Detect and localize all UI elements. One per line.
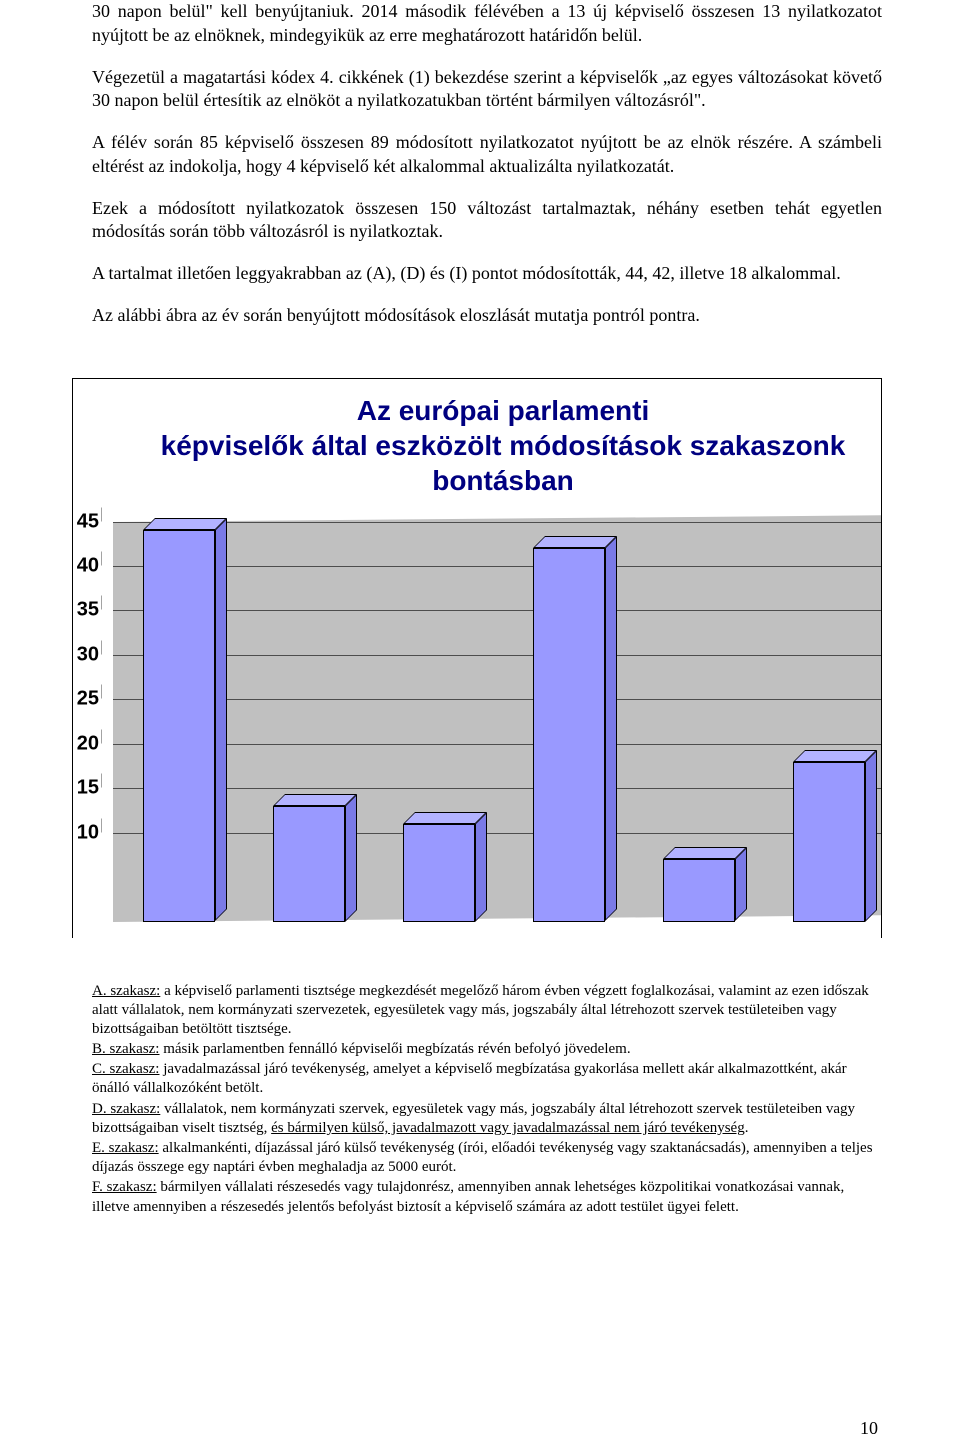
footnote-text: javadalmazással járó tevékenység, amelye… [92, 1061, 847, 1096]
y-axis-tick: 35 [77, 599, 99, 622]
footnote-label: E. szakasz: [92, 1140, 159, 1156]
chart-title-line: képviselők által eszközölt módosítások s… [161, 430, 846, 461]
y-axis-tick: 40 [77, 554, 99, 577]
chart-plot-area: 4540353025201510 [103, 522, 881, 922]
chart-bar [403, 824, 475, 922]
y-axis-tick: 15 [77, 777, 99, 800]
footnote-label: A. szakasz: [92, 983, 160, 999]
footnote-a: A. szakasz: a képviselő parlamenti tiszt… [92, 982, 882, 1040]
footnotes-block: A. szakasz: a képviselő parlamenti tiszt… [92, 982, 882, 1217]
footnote-text-underlined: és bármilyen külső, javadalmazott vagy j… [271, 1120, 745, 1136]
chart-bar [663, 859, 735, 921]
chart-title-line: Az európai parlamenti [357, 395, 650, 426]
footnote-label: D. szakasz: [92, 1101, 160, 1117]
chart-title-line: bontásban [432, 465, 574, 496]
body-paragraph: Az alábbi ábra az év során benyújtott mó… [92, 304, 882, 328]
chart-y-axis: 4540353025201510 [75, 522, 103, 922]
footnote-label: C. szakasz: [92, 1061, 159, 1077]
body-paragraph: Ezek a módosított nyilatkozatok összesen… [92, 197, 882, 245]
footnote-c: C. szakasz: javadalmazással járó tevéken… [92, 1060, 882, 1098]
footnote-text: . [745, 1120, 749, 1136]
body-paragraph: A tartalmat illetően leggyakrabban az (A… [92, 262, 882, 286]
chart-bar [793, 762, 865, 922]
y-axis-tick: 25 [77, 688, 99, 711]
page-number: 10 [860, 1418, 878, 1439]
footnote-text: a képviselő parlamenti tisztsége megkezd… [92, 983, 869, 1037]
footnote-text: másik parlamentben fennálló képviselői m… [159, 1041, 630, 1057]
chart-bar [533, 548, 605, 921]
y-axis-tick: 30 [77, 643, 99, 666]
footnote-text: bármilyen vállalati részesedés vagy tula… [92, 1179, 844, 1214]
footnote-b: B. szakasz: másik parlamentben fennálló … [92, 1040, 882, 1059]
chart-title: Az európai parlamenti képviselők által e… [73, 379, 882, 522]
footnote-e: E. szakasz: alkalmankénti, díjazással já… [92, 1139, 882, 1177]
body-paragraph: A félév során 85 képviselő összesen 89 m… [92, 131, 882, 179]
chart-container: Az európai parlamenti képviselők által e… [72, 378, 882, 938]
body-paragraph: 30 napon belül" kell benyújtaniuk. 2014 … [92, 0, 882, 48]
chart-bar [273, 806, 345, 922]
footnote-d: D. szakasz: vállalatok, nem kormányzati … [92, 1100, 882, 1138]
footnote-f: F. szakasz: bármilyen vállalati részesed… [92, 1178, 882, 1216]
y-axis-tick: 45 [77, 510, 99, 533]
y-axis-tick: 20 [77, 732, 99, 755]
footnote-label: B. szakasz: [92, 1041, 159, 1057]
chart-bar [143, 530, 215, 921]
chart-bars [113, 522, 882, 922]
footnote-label: F. szakasz: [92, 1179, 157, 1195]
footnote-text: alkalmankénti, díjazással járó külső tev… [92, 1140, 873, 1175]
y-axis-tick: 10 [77, 821, 99, 844]
body-paragraph: Végezetül a magatartási kódex 4. cikkéne… [92, 66, 882, 114]
